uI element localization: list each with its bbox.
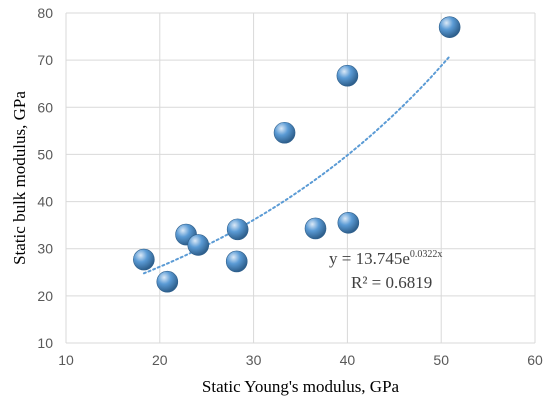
y-tick-label: 50 — [37, 146, 53, 162]
scatter-point — [438, 16, 461, 38]
scatter-point — [336, 64, 359, 87]
scatter-point — [226, 218, 249, 241]
scatter-point — [133, 248, 155, 271]
x-tick-label: 20 — [152, 352, 168, 368]
scatter-point — [187, 234, 210, 256]
tick-labels: 10 20 30 40 50 60 70 80 10 20 30 40 50 60 — [37, 5, 543, 368]
y-tick-label: 60 — [37, 99, 53, 115]
scatter-point — [304, 217, 327, 240]
scatter-point — [225, 250, 248, 273]
x-tick-label: 50 — [433, 352, 449, 368]
y-tick-label: 40 — [37, 194, 53, 210]
y-tick-label: 20 — [37, 288, 53, 304]
data-points — [133, 16, 461, 293]
y-tick-label: 30 — [37, 241, 53, 257]
y-tick-label: 80 — [37, 5, 53, 21]
equation-exponent: 0.0322x — [410, 249, 443, 260]
scatter-point — [273, 121, 296, 144]
x-axis-title: Static Young's modulus, GPa — [202, 377, 400, 396]
grid-lines — [65, 12, 536, 344]
trendline-equation: y = 13.745e0.0322x — [329, 249, 442, 268]
scatter-point — [337, 211, 360, 234]
scatter-point — [156, 270, 179, 293]
y-tick-label: 70 — [37, 52, 53, 68]
x-tick-label: 60 — [527, 352, 543, 368]
x-tick-label: 40 — [340, 352, 356, 368]
x-tick-label: 30 — [246, 352, 262, 368]
x-tick-label: 10 — [58, 352, 74, 368]
equation-base: y = 13.745e — [329, 249, 410, 268]
y-axis-title: Static bulk modulus, GPa — [10, 91, 29, 265]
y-tick-label: 10 — [37, 335, 53, 351]
r-squared-label: R² = 0.6819 — [351, 273, 432, 292]
